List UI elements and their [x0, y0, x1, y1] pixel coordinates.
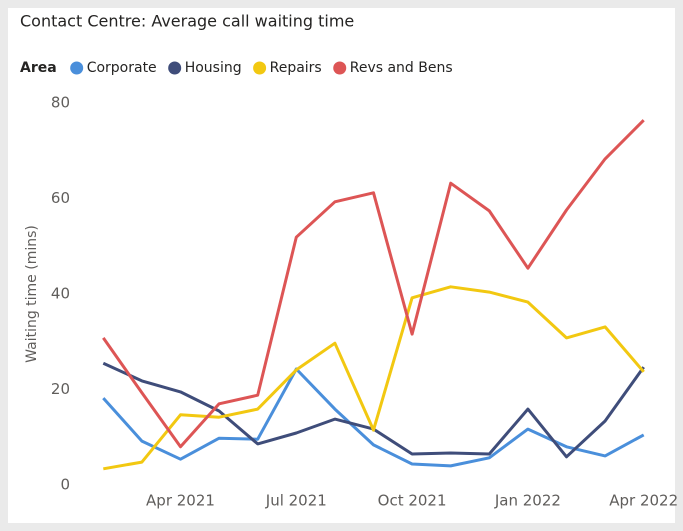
- y-tick-label: 0: [60, 476, 70, 494]
- legend-label: Corporate: [87, 60, 157, 76]
- legend-marker: [168, 61, 182, 75]
- legend-title: Area: [20, 60, 57, 76]
- x-tick-label: Jul 2021: [265, 492, 327, 510]
- y-axis-label: Waiting time (mins): [24, 225, 40, 363]
- x-tick-label: Apr 2022: [609, 492, 678, 510]
- legend-label: Housing: [185, 60, 242, 76]
- y-tick-label: 80: [51, 94, 70, 112]
- chart-title: Contact Centre: Average call waiting tim…: [20, 12, 354, 31]
- legend-label: Repairs: [270, 60, 322, 76]
- legend-marker: [253, 61, 267, 75]
- y-tick-label: 40: [51, 285, 70, 303]
- y-tick-label: 20: [51, 380, 70, 398]
- card: [8, 8, 675, 523]
- x-tick-label: Oct 2021: [378, 492, 447, 510]
- legend-marker: [70, 61, 84, 75]
- x-tick-label: Apr 2021: [146, 492, 215, 510]
- y-tick-label: 60: [51, 189, 70, 207]
- legend-label: Revs and Bens: [350, 60, 453, 76]
- series-line: [102, 119, 645, 449]
- x-tick-label: Jan 2022: [494, 492, 561, 510]
- legend-marker: [333, 61, 347, 75]
- series-line: [103, 285, 645, 471]
